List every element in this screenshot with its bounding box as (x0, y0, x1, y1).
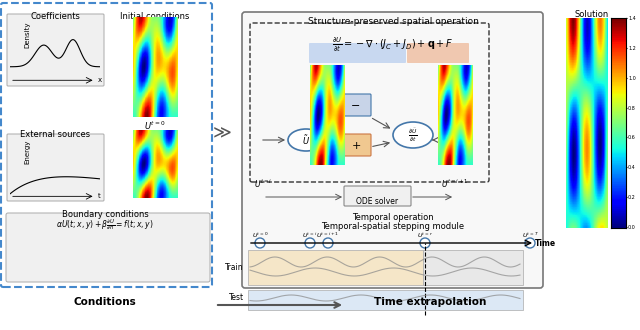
Text: Energy: Energy (24, 140, 30, 164)
Text: $\frac{\partial\tilde{U}}{\partial t}$: $\frac{\partial\tilde{U}}{\partial t}$ (408, 126, 418, 144)
FancyBboxPatch shape (309, 43, 406, 63)
Text: Time extrapolation: Time extrapolation (374, 297, 486, 307)
Text: Density: Density (24, 22, 30, 49)
Circle shape (305, 238, 315, 248)
Text: $U^{t=0}$: $U^{t=0}$ (252, 231, 268, 240)
Text: Test: Test (229, 293, 244, 303)
FancyBboxPatch shape (407, 43, 469, 63)
Circle shape (420, 238, 430, 248)
Text: Time: Time (535, 239, 556, 248)
Text: $\frac{\partial U}{\partial t} = -\nabla\cdot(J_C+J_D)+\mathbf{q}+F$: $\frac{\partial U}{\partial t} = -\nabla… (332, 36, 454, 54)
FancyBboxPatch shape (7, 134, 104, 201)
Text: $U^{t=i}$: $U^{t=i}$ (302, 231, 317, 240)
FancyBboxPatch shape (7, 14, 104, 86)
Text: $U^{t=i+1}$: $U^{t=i+1}$ (317, 231, 339, 240)
Text: Solution: Solution (575, 10, 609, 19)
FancyBboxPatch shape (341, 134, 371, 156)
FancyBboxPatch shape (248, 250, 423, 285)
Text: $\alpha U(t;x,y)+\beta\frac{\partial U}{\partial n}=f(t;x,y)$: $\alpha U(t;x,y)+\beta\frac{\partial U}{… (56, 217, 154, 232)
Text: −: − (351, 101, 361, 111)
Text: $U^{t=T}$: $U^{t=T}$ (522, 231, 538, 240)
Text: $U^{t=i}$: $U^{t=i}$ (254, 178, 272, 190)
Text: +: + (351, 141, 361, 151)
Text: Boundary conditions: Boundary conditions (61, 210, 148, 219)
Text: Temporal operation: Temporal operation (352, 213, 434, 222)
FancyBboxPatch shape (344, 186, 411, 206)
FancyBboxPatch shape (242, 12, 543, 288)
Text: Temporal-spatial stepping module: Temporal-spatial stepping module (321, 222, 465, 231)
Circle shape (323, 238, 333, 248)
Text: $\tilde{U}$: $\tilde{U}$ (302, 133, 310, 147)
Circle shape (525, 238, 535, 248)
Text: Conditions: Conditions (74, 297, 136, 307)
Text: Structure-preserved spatial operation: Structure-preserved spatial operation (308, 17, 479, 26)
Circle shape (255, 238, 265, 248)
FancyBboxPatch shape (248, 290, 523, 310)
Text: ODE solver: ODE solver (356, 197, 398, 206)
Text: Initial conditions: Initial conditions (120, 12, 189, 21)
Ellipse shape (393, 122, 433, 148)
Text: Coefficients: Coefficients (30, 12, 80, 21)
Text: $U^{t=0}$: $U^{t=0}$ (144, 120, 166, 132)
FancyBboxPatch shape (6, 213, 210, 282)
FancyBboxPatch shape (341, 94, 371, 116)
FancyBboxPatch shape (423, 250, 523, 285)
Text: $U^{t=r}$: $U^{t=r}$ (417, 231, 433, 240)
Text: ≫: ≫ (212, 124, 232, 142)
Text: $U^{t=i+1}$: $U^{t=i+1}$ (441, 178, 469, 190)
Text: External sources: External sources (20, 130, 90, 139)
Ellipse shape (288, 129, 324, 151)
Text: Train: Train (225, 262, 244, 272)
